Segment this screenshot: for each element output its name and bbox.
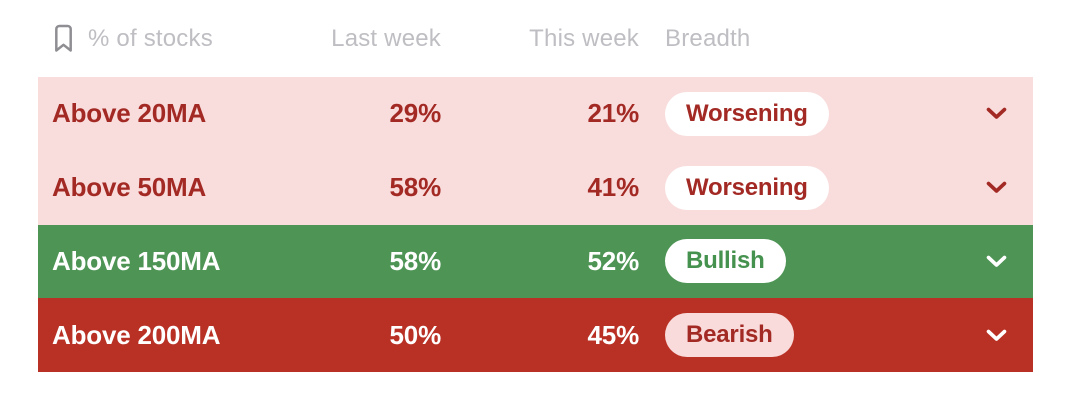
- last-week-value: 50%: [389, 319, 442, 350]
- table-row-above-20ma[interactable]: Above 20MA 29% 21% Worsening: [38, 77, 1033, 151]
- table-row-above-150ma[interactable]: Above 150MA 58% 52% Bullish: [38, 224, 1033, 299]
- last-week-value: 58%: [389, 245, 442, 276]
- breadth-badge: Worsening: [665, 91, 829, 136]
- bookmark-icon[interactable]: [52, 24, 75, 53]
- this-week-value: 45%: [587, 319, 640, 350]
- row-label: Above 200MA: [52, 319, 221, 350]
- breadth-badge: Bullish: [665, 239, 786, 284]
- chevron-down-icon[interactable]: [979, 181, 1013, 194]
- chevron-down-icon[interactable]: [979, 255, 1013, 268]
- this-week-value: 21%: [587, 98, 640, 129]
- row-label: Above 150MA: [52, 245, 221, 276]
- column-header-name: % of stocks: [88, 24, 213, 52]
- last-week-value: 58%: [389, 172, 442, 203]
- table-row-above-50ma[interactable]: Above 50MA 58% 41% Worsening: [38, 150, 1033, 225]
- table-header: % of stocks Last week This week Breadth: [38, 0, 1033, 77]
- row-label: Above 20MA: [52, 98, 207, 129]
- row-label: Above 50MA: [52, 172, 207, 203]
- this-week-value: 52%: [587, 245, 640, 276]
- table-row-above-200ma[interactable]: Above 200MA 50% 45% Bearish: [38, 298, 1033, 372]
- chevron-down-icon[interactable]: [979, 329, 1013, 342]
- last-week-value: 29%: [389, 98, 442, 129]
- column-header-this-week: This week: [529, 24, 639, 52]
- chevron-down-icon[interactable]: [979, 107, 1013, 120]
- breadth-badge: Worsening: [665, 165, 829, 210]
- this-week-value: 41%: [587, 172, 640, 203]
- breadth-badge: Bearish: [665, 313, 794, 358]
- column-header-last-week: Last week: [331, 24, 441, 52]
- column-header-breadth: Breadth: [665, 24, 751, 52]
